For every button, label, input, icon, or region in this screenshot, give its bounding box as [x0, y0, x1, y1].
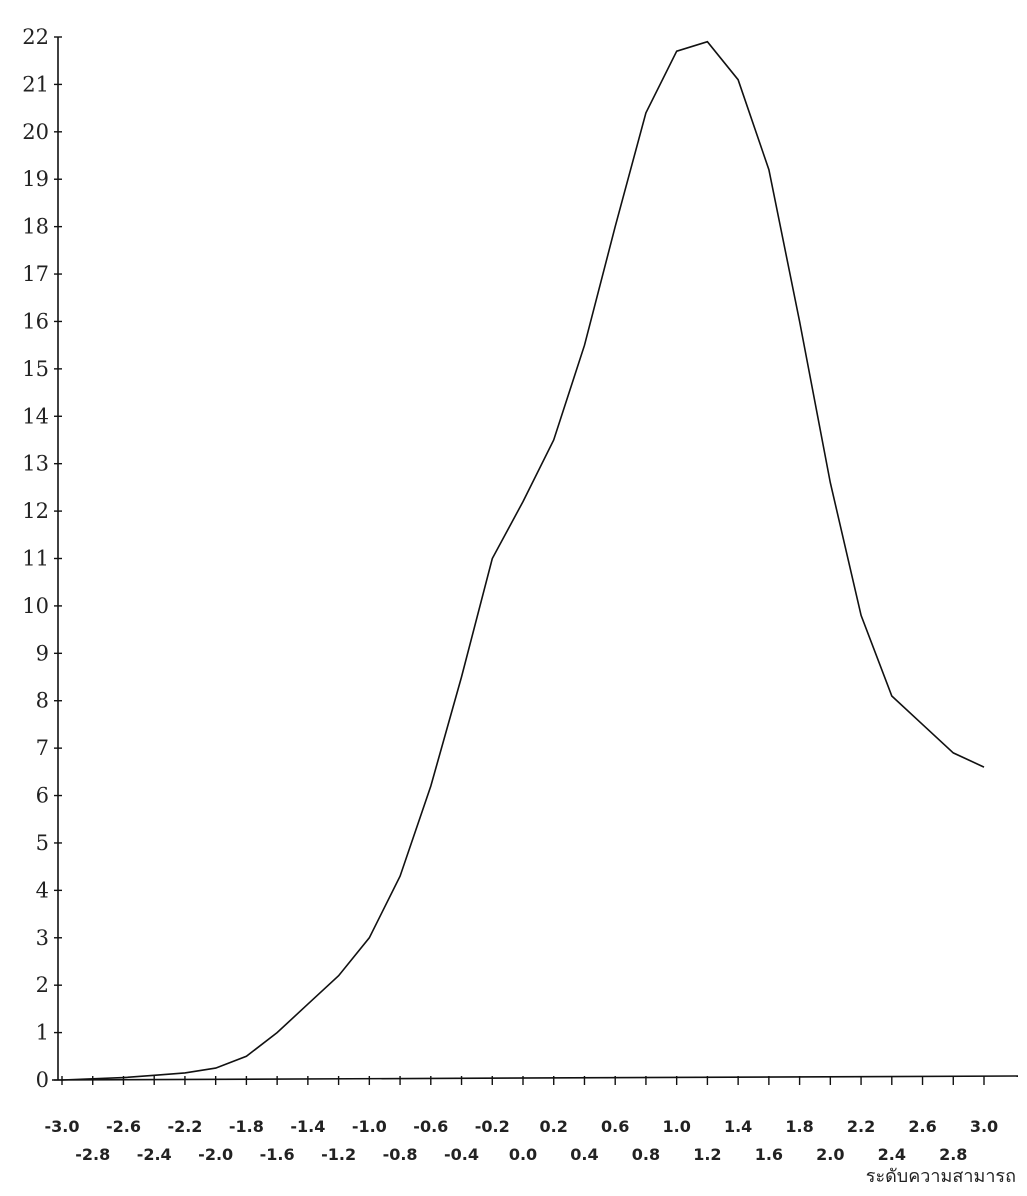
y-tick-label: 22 [22, 25, 49, 49]
y-tick-label: 16 [22, 309, 49, 333]
y-tick-label: 10 [22, 594, 49, 618]
y-tick-label: 3 [36, 926, 49, 950]
x-tick-label: -1.0 [352, 1117, 387, 1136]
x-tick-label: -0.8 [383, 1145, 418, 1164]
x-tick-label: 2.2 [847, 1117, 875, 1136]
y-tick-label: 12 [22, 499, 49, 523]
y-tick-label: 7 [36, 736, 49, 760]
x-tick-label: 2.8 [939, 1145, 967, 1164]
x-tick-label: -2.2 [167, 1117, 202, 1136]
y-tick-label: 21 [22, 72, 49, 96]
x-tick-label: 1.2 [693, 1145, 721, 1164]
x-tick-label: 2.4 [878, 1145, 906, 1164]
y-tick-label: 20 [22, 120, 49, 144]
y-tick-label: 1 [36, 1021, 49, 1045]
y-tick-label: 14 [22, 404, 49, 428]
y-tick-label: 0 [36, 1068, 49, 1092]
y-tick-label: 4 [36, 878, 49, 902]
x-tick-label: -1.8 [229, 1117, 264, 1136]
x-axis-title: ระดับความสามารถ [866, 1166, 1016, 1187]
x-tick-label: -0.2 [475, 1117, 510, 1136]
x-tick-label: 0.2 [540, 1117, 568, 1136]
y-tick-label: 2 [36, 973, 49, 997]
x-tick-label: 3.0 [970, 1117, 998, 1136]
x-tick-label: 0.8 [632, 1145, 660, 1164]
y-tick-label: 8 [36, 689, 49, 713]
x-tick-label: 1.8 [785, 1117, 813, 1136]
y-tick-label: 13 [22, 452, 49, 476]
y-tick-label: 19 [22, 167, 49, 191]
x-tick-label: 1.6 [755, 1145, 783, 1164]
x-axis-line [51, 1075, 1019, 1081]
y-tick-label: 15 [22, 357, 49, 381]
x-tick-label: 0.4 [570, 1145, 598, 1164]
x-tick-label: -0.4 [444, 1145, 479, 1164]
x-tick-label: 2.0 [816, 1145, 844, 1164]
x-tick-label: 1.4 [724, 1117, 752, 1136]
y-tick-label: 18 [22, 215, 49, 239]
x-tick-label: 1.0 [662, 1117, 690, 1136]
x-tick-label: -2.6 [106, 1117, 141, 1136]
y-tick-label: 17 [22, 262, 49, 286]
x-tick-label: 0.0 [509, 1145, 537, 1164]
y-tick-label: 6 [36, 784, 49, 808]
y-tick-label: 11 [22, 547, 49, 571]
x-tick-label: -0.6 [413, 1117, 448, 1136]
x-tick-label: 0.6 [601, 1117, 629, 1136]
x-tick-label: -2.4 [137, 1145, 172, 1164]
y-tick-label: 5 [36, 831, 49, 855]
plot-area [61, 40, 985, 1081]
x-tick-label: -1.6 [260, 1145, 295, 1164]
x-tick-label: -2.8 [75, 1145, 110, 1164]
x-axis: -3.0 -2.6 -2.2 -1.8 -1.4 -1.0 -0.6 -0.2 0.2 0.6 1.… [45, 1075, 1019, 1164]
series-line [61, 40, 985, 1081]
y-tick-label: 9 [36, 641, 49, 665]
x-tick-label: -2.0 [198, 1145, 233, 1164]
x-tick-label: -3.0 [45, 1117, 80, 1136]
x-tick-label: 2.6 [908, 1117, 936, 1136]
x-tick-label: -1.2 [321, 1145, 356, 1164]
x-tick-label: -1.4 [290, 1117, 325, 1136]
